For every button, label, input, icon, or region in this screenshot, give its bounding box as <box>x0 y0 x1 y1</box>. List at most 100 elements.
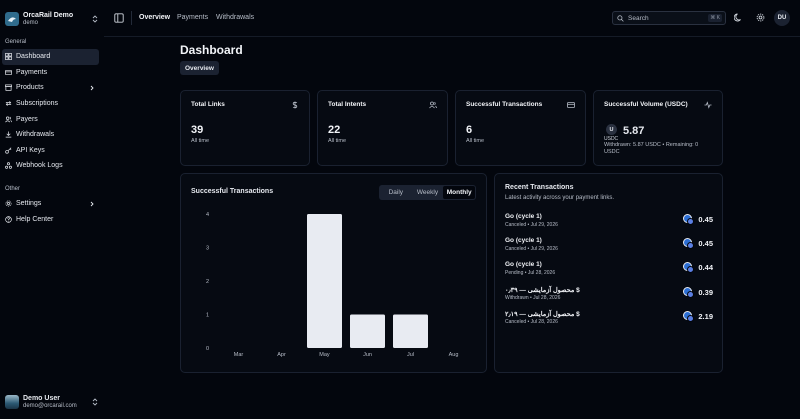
transaction-name: محصول آزمایشی — ۲٫۱۹ $ <box>505 311 580 318</box>
x-tick-label: Jul <box>407 352 414 358</box>
transaction-amount: 0.45 <box>698 239 713 248</box>
tab-overview[interactable]: Overview <box>139 14 171 21</box>
range-toggle: Daily Weekly Monthly <box>379 185 476 200</box>
stat-value: 39 <box>191 124 204 136</box>
activity-icon <box>704 101 712 109</box>
transaction-amount: 0.44 <box>698 263 713 272</box>
successful-transactions-chart-card: 0 1 2 3 4 Mar Apr May Jun Jul Aug Successful Trans… <box>180 173 487 373</box>
token-pair-icon <box>683 311 695 323</box>
other-section-label: Other <box>5 186 21 192</box>
sidebar-item-help-center[interactable]: Help Center <box>2 212 99 228</box>
y-tick-label: 3 <box>206 246 209 252</box>
dashboard-icon <box>5 53 12 61</box>
download-icon <box>5 131 12 138</box>
list-item[interactable]: Go (cycle 1) Canceled • Jul 29, 2026 0.45 <box>505 237 713 257</box>
stat-caption: All time <box>466 138 485 144</box>
token-pair-icon <box>683 262 695 274</box>
sidebar-item-webhook-logs[interactable]: Webhook Logs <box>2 158 99 174</box>
stat-card-total-intents: Total Intents 22 All time <box>317 90 448 166</box>
workspace-slug: demo <box>23 19 39 26</box>
sidebar-item-payers[interactable]: Payers <box>2 111 99 127</box>
user-email: demo@orcarail.com <box>23 402 77 409</box>
search-shortcut: ⌘ K <box>708 14 722 22</box>
y-tick-label: 0 <box>206 346 209 352</box>
box-icon <box>5 84 12 92</box>
token-pair-icon <box>683 238 695 250</box>
chevron-right-icon <box>90 85 94 91</box>
theme-toggle-moon-icon[interactable] <box>734 13 743 22</box>
x-tick-label: Apr <box>277 352 286 358</box>
sidebar-item-subscriptions[interactable]: Subscriptions <box>2 96 99 112</box>
workspace-switcher[interactable]: OrcaRail Demo demo <box>5 10 99 28</box>
transaction-meta: Pending • Jul 28, 2026 <box>505 270 556 276</box>
bar-chart: 0 1 2 3 4 Mar Apr May Jun Jul Aug <box>206 212 459 358</box>
key-icon <box>5 147 12 154</box>
top-bar: Overview Payments Withdrawals Search ⌘ K… <box>104 0 800 37</box>
transaction-meta: Canceled • Jul 29, 2026 <box>505 222 558 228</box>
currency-label: USDC <box>604 136 619 142</box>
sidebar-item-api-keys[interactable]: API Keys <box>2 143 99 159</box>
stat-caption: All time <box>191 138 210 144</box>
tab-withdrawals[interactable]: Withdrawals <box>216 14 255 21</box>
recent-transactions-subtitle: Latest activity across your payment link… <box>505 195 615 201</box>
divider <box>131 11 132 25</box>
user-menu[interactable]: Demo User demo@orcarail.com <box>5 393 99 411</box>
transaction-amount: 0.45 <box>698 215 713 224</box>
sidebar-item-products[interactable]: Products <box>2 80 99 96</box>
stat-value: 22 <box>328 124 341 136</box>
range-weekly-button[interactable]: Weekly <box>416 189 439 196</box>
user-avatar <box>5 395 19 409</box>
help-icon <box>5 216 12 223</box>
sidebar-item-payments[interactable]: Payments <box>2 65 99 81</box>
recent-transactions-card: Recent Transactions Latest activity acro… <box>494 173 723 373</box>
transaction-name: Go (cycle 1) <box>505 261 542 268</box>
search-icon <box>617 14 624 22</box>
sidebar-item-settings[interactable]: Settings <box>2 196 99 212</box>
orca-icon <box>8 17 16 22</box>
bar-jul[interactable] <box>393 314 428 349</box>
recent-transactions-title: Recent Transactions <box>505 184 574 191</box>
tab-payments[interactable]: Payments <box>177 14 209 21</box>
user-name: Demo User <box>23 394 60 402</box>
x-tick-label: Aug <box>449 352 459 358</box>
sidebar: OrcaRail Demo demo General Dashboard Pay… <box>0 0 104 419</box>
range-monthly-button[interactable]: Monthly <box>443 186 476 199</box>
bar-may[interactable] <box>307 214 342 348</box>
list-item[interactable]: Go (cycle 1) Pending • Jul 28, 2026 0.44 <box>505 261 713 281</box>
stat-title: Successful Volume (USDC) <box>604 101 688 108</box>
sidebar-item-dashboard[interactable]: Dashboard <box>2 49 99 65</box>
stat-card-successful-volume: Successful Volume (USDC) U USDC 5.87 Wit… <box>593 90 723 166</box>
account-avatar-button[interactable]: DU <box>774 10 790 26</box>
transaction-meta: Canceled • Jul 28, 2026 <box>505 319 558 325</box>
y-tick-label: 2 <box>206 279 209 285</box>
range-daily-button[interactable]: Daily <box>388 189 404 196</box>
stat-card-successful-transactions: Successful Transactions 6 All time <box>455 90 586 166</box>
tab-overview-sub[interactable]: Overview <box>180 61 219 75</box>
chevron-right-icon <box>90 201 94 207</box>
transaction-amount: 0.39 <box>698 288 713 297</box>
token-pair-icon <box>683 214 695 226</box>
volume-detail: Withdrawn: 5.87 USDC • Remaining: 0 USDC <box>604 142 699 156</box>
card-icon <box>5 69 12 76</box>
sidebar-item-withdrawals[interactable]: Withdrawals <box>2 127 99 143</box>
bar-jun[interactable] <box>350 314 385 349</box>
general-section-label: General <box>5 39 27 45</box>
y-tick-label: 4 <box>206 212 209 218</box>
stat-title: Successful Transactions <box>466 101 543 108</box>
page-title: Dashboard <box>180 43 243 57</box>
card-icon <box>567 101 575 109</box>
list-item[interactable]: محصول آزمایشی — ۲٫۱۹ $ Canceled • Jul 28,… <box>505 310 713 330</box>
brand-logo <box>5 12 19 26</box>
transaction-name: محصول آزمایشی — ۰٫۳۹ $ <box>505 287 580 294</box>
stat-card-total-links: Total Links 39 All time <box>180 90 310 166</box>
transaction-meta: Withdrawn • Jul 28, 2026 <box>505 295 561 301</box>
list-item[interactable]: محصول آزمایشی — ۰٫۳۹ $ Withdrawn • Jul 28… <box>505 286 713 306</box>
search-input[interactable]: Search ⌘ K <box>612 11 726 25</box>
sidebar-toggle-icon[interactable] <box>114 13 124 23</box>
transaction-meta: Canceled • Jul 29, 2026 <box>505 246 558 252</box>
webhook-icon <box>5 162 12 170</box>
gear-icon[interactable] <box>756 13 765 22</box>
list-item[interactable]: Go (cycle 1) Canceled • Jul 29, 2026 0.45 <box>505 213 713 233</box>
chevrons-up-down-icon <box>92 398 98 406</box>
stat-title: Total Links <box>191 101 225 108</box>
